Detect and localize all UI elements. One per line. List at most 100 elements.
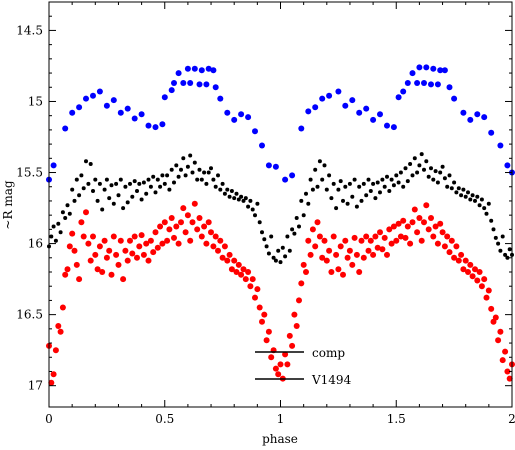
data-point xyxy=(141,180,146,185)
data-point xyxy=(284,361,291,368)
data-point xyxy=(444,233,451,240)
data-point xyxy=(211,177,216,182)
data-point xyxy=(495,337,502,344)
data-point xyxy=(96,88,103,95)
data-point xyxy=(282,351,289,358)
data-point xyxy=(372,233,379,240)
data-point xyxy=(102,187,107,192)
data-point xyxy=(173,223,180,230)
data-point xyxy=(187,80,194,86)
data-point xyxy=(485,287,492,294)
data-point xyxy=(180,80,187,86)
data-point xyxy=(64,266,71,273)
data-point xyxy=(412,156,417,161)
data-point xyxy=(53,238,58,243)
data-point xyxy=(209,166,213,171)
data-point xyxy=(474,111,481,118)
data-point xyxy=(169,167,174,172)
data-point xyxy=(268,354,275,361)
data-point xyxy=(333,251,340,258)
data-point xyxy=(417,163,422,168)
data-point xyxy=(165,173,170,178)
data-point xyxy=(168,215,175,221)
data-point xyxy=(94,266,101,273)
data-point xyxy=(250,207,255,212)
data-point xyxy=(351,234,358,241)
data-point xyxy=(304,191,308,196)
data-point xyxy=(357,184,362,189)
data-point xyxy=(265,328,272,335)
data-point xyxy=(79,173,84,178)
data-point xyxy=(160,173,165,178)
data-point xyxy=(62,271,69,278)
data-point xyxy=(233,269,240,275)
data-point xyxy=(439,229,446,236)
data-point xyxy=(306,201,311,206)
data-point xyxy=(85,240,92,247)
data-point xyxy=(103,102,110,109)
data-point xyxy=(323,257,330,264)
data-point xyxy=(210,243,217,250)
data-point xyxy=(312,104,319,111)
data-point xyxy=(227,194,232,199)
data-point xyxy=(185,164,190,169)
data-point xyxy=(150,249,157,256)
data-point xyxy=(493,235,498,240)
y-tick-label: 16.5 xyxy=(16,308,43,322)
data-point xyxy=(171,80,177,86)
data-point xyxy=(481,114,488,121)
data-point xyxy=(397,233,404,240)
data-point xyxy=(215,247,221,254)
data-point xyxy=(384,251,390,258)
data-point xyxy=(109,183,114,188)
data-point xyxy=(360,254,367,261)
data-point xyxy=(481,276,488,283)
data-point xyxy=(455,257,462,264)
data-point xyxy=(456,186,461,191)
data-point xyxy=(248,198,253,203)
data-point xyxy=(291,311,298,318)
data-point xyxy=(148,184,153,189)
data-point xyxy=(71,247,78,254)
data-point xyxy=(409,219,416,226)
data-point xyxy=(83,209,89,216)
data-point xyxy=(462,257,469,264)
data-point xyxy=(265,162,272,169)
y-axis-label: ~R mag xyxy=(1,180,15,229)
data-point xyxy=(395,220,402,227)
data-point xyxy=(303,269,309,275)
data-point xyxy=(76,276,83,283)
data-point xyxy=(278,260,283,265)
data-point xyxy=(154,244,161,251)
data-point xyxy=(246,204,251,209)
data-point xyxy=(488,305,495,312)
data-point xyxy=(310,187,315,192)
data-point xyxy=(80,233,87,240)
data-point xyxy=(260,230,264,235)
data-point xyxy=(411,206,418,213)
data-point xyxy=(139,197,144,202)
data-point xyxy=(394,173,399,178)
data-point xyxy=(440,164,445,169)
data-point xyxy=(247,283,254,290)
data-point xyxy=(390,223,397,230)
x-tick-label: 1.5 xyxy=(387,412,406,426)
data-point xyxy=(502,348,509,355)
y-tick-label: 15.5 xyxy=(16,166,43,180)
data-point xyxy=(176,174,181,179)
data-point xyxy=(292,231,297,236)
data-point xyxy=(299,198,304,203)
data-point xyxy=(93,177,98,182)
data-point xyxy=(252,128,258,135)
data-point xyxy=(447,173,452,178)
y-tick-label: 15 xyxy=(28,94,43,108)
data-point xyxy=(87,257,94,264)
data-point xyxy=(483,294,490,301)
data-point xyxy=(344,254,351,261)
data-point xyxy=(361,181,366,186)
data-point xyxy=(425,226,432,233)
data-point xyxy=(373,196,378,201)
legend-label-v1494: V1494 xyxy=(311,373,352,387)
data-point xyxy=(296,297,302,304)
